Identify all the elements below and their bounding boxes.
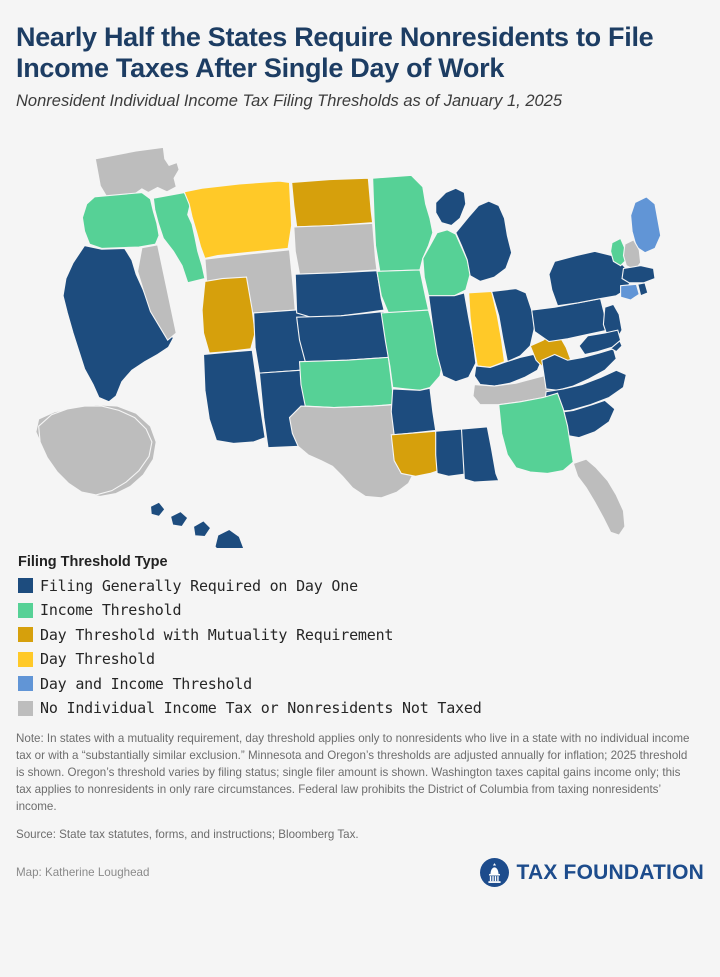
capitol-dome-icon — [480, 858, 510, 888]
state-ut[interactable] — [202, 277, 255, 353]
page-subtitle: Nonresident Individual Income Tax Filing… — [16, 91, 563, 110]
state-fl[interactable] — [573, 459, 625, 535]
legend-item-day_income[interactable]: Day and Income Threshold — [18, 675, 704, 693]
state-md[interactable] — [579, 330, 621, 354]
state-ks[interactable] — [297, 311, 389, 361]
state-nv[interactable] — [138, 245, 177, 340]
state-ct[interactable] — [621, 284, 640, 300]
legend-swatch-income — [18, 602, 33, 618]
legend-item-income[interactable]: Income Threshold — [18, 601, 704, 619]
state-hi[interactable] — [193, 521, 210, 537]
footnote-source: Source: State tax statutes, forms, and i… — [16, 828, 359, 842]
state-vt[interactable] — [611, 238, 627, 265]
state-wa[interactable] — [95, 147, 179, 196]
state-ga[interactable] — [499, 393, 574, 473]
legend-item-none[interactable]: No Individual Income Tax or Nonresidents… — [18, 699, 704, 717]
state-hi[interactable] — [215, 529, 244, 548]
legend-title: Filing Threshold Type — [18, 553, 168, 570]
state-la[interactable] — [391, 431, 443, 476]
logo-wordmark: TAX FOUNDATION — [516, 860, 704, 884]
choropleth-map — [10, 118, 698, 548]
legend-label-day_income: Day and Income Threshold — [40, 674, 252, 693]
tax-foundation-logo: TAX FOUNDATION — [480, 858, 704, 888]
state-mi[interactable] — [456, 201, 512, 281]
state-ar[interactable] — [391, 388, 435, 435]
state-hi[interactable] — [171, 511, 188, 526]
page-title: Nearly Half the States Require Nonreside… — [16, 22, 654, 84]
map-legend: Filing Threshold Type Filing Generally R… — [16, 553, 704, 717]
legend-label-day_one: Filing Generally Required on Day One — [40, 576, 358, 595]
state-sd[interactable] — [294, 223, 377, 274]
state-mi[interactable] — [436, 188, 466, 225]
us-map-svg — [10, 118, 698, 548]
legend-label-none: No Individual Income Tax or Nonresidents… — [40, 699, 482, 718]
state-nd[interactable] — [292, 178, 373, 227]
legend-swatch-day_mutuality — [18, 627, 33, 643]
state-il[interactable] — [429, 293, 476, 382]
state-ne[interactable] — [295, 270, 384, 317]
footnote-note: Note: In states with a mutuality require… — [16, 732, 690, 813]
legend-item-day_one[interactable]: Filing Generally Required on Day One — [18, 577, 704, 595]
legend-item-day_mutuality[interactable]: Day Threshold with Mutuality Requirement — [18, 626, 704, 644]
state-ca[interactable] — [63, 245, 173, 401]
legend-label-day_mutuality: Day Threshold with Mutuality Requirement — [40, 625, 394, 644]
state-or[interactable] — [82, 192, 159, 248]
legend-swatch-day — [18, 651, 33, 667]
state-ri[interactable] — [638, 283, 648, 296]
state-id[interactable] — [153, 192, 205, 282]
state-mn[interactable] — [373, 175, 433, 271]
state-ia[interactable] — [377, 270, 429, 313]
legend-swatch-none — [18, 700, 33, 716]
legend-swatch-day_one — [18, 578, 33, 594]
state-ak[interactable] — [39, 406, 152, 495]
footer-bar: Map: Katherine Loughead TAX FOUNDATION — [16, 858, 704, 888]
legend-label-income: Income Threshold — [40, 601, 182, 620]
legend-label-day: Day Threshold — [40, 650, 155, 669]
legend-swatch-day_income — [18, 676, 33, 692]
state-al[interactable] — [462, 427, 499, 482]
state-me[interactable] — [631, 197, 661, 253]
state-hi[interactable] — [150, 502, 164, 516]
state-mt[interactable] — [184, 181, 292, 258]
legend-item-day[interactable]: Day Threshold — [18, 650, 704, 668]
state-ma[interactable] — [622, 265, 655, 282]
map-credit: Map: Katherine Loughead — [16, 866, 150, 880]
state-az[interactable] — [204, 350, 266, 443]
